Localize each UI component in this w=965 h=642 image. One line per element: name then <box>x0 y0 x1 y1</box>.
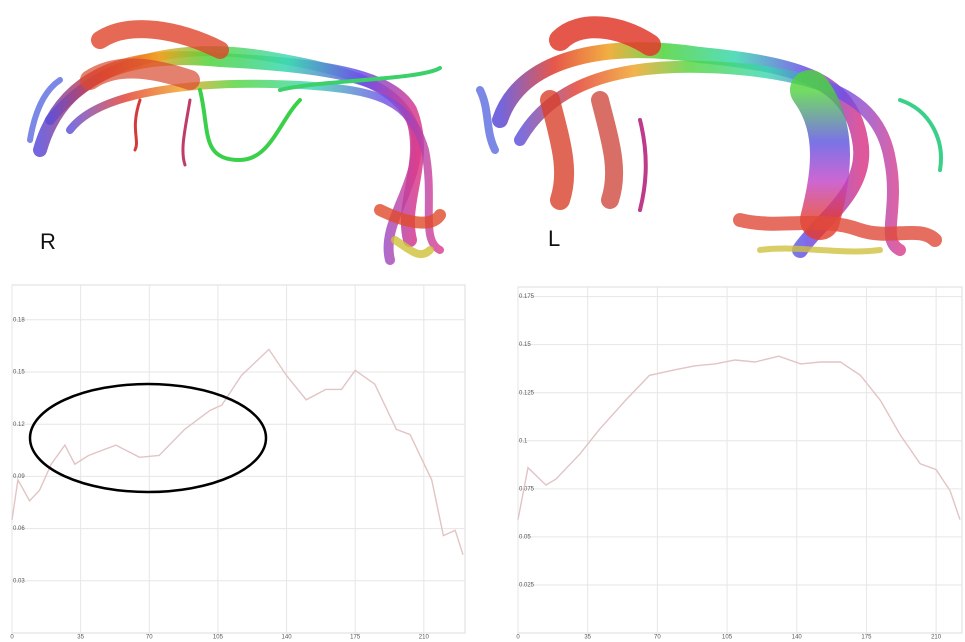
panel-label: L <box>548 226 560 251</box>
x-tick-label: 70 <box>654 635 661 641</box>
y-tick-label: 0.09 <box>13 474 25 480</box>
y-tick-label: 0.175 <box>519 294 535 300</box>
y-tick-label: 0.06 <box>13 526 25 532</box>
y-tick-label: 0.18 <box>13 317 25 323</box>
y-tick-label: 0.12 <box>13 422 25 428</box>
y-tick-label: 0.05 <box>519 534 531 540</box>
x-tick-label: 35 <box>584 635 591 641</box>
plot-area <box>517 286 963 634</box>
x-tick-label: 140 <box>282 635 293 641</box>
x-tick-label: 140 <box>792 635 803 641</box>
y-tick-label: 0.125 <box>519 390 535 396</box>
x-tick-label: 0 <box>516 635 520 641</box>
x-tick-label: 70 <box>146 635 153 641</box>
x-tick-label: 210 <box>931 635 942 641</box>
y-tick-label: 0.075 <box>519 486 535 492</box>
annotation-ellipse <box>28 382 268 494</box>
tractography-right <box>27 20 446 265</box>
x-tick-label: 105 <box>722 635 733 641</box>
x-tick-label: 175 <box>350 635 361 641</box>
x-tick-label: 175 <box>861 635 872 641</box>
x-tick-label: 35 <box>77 635 84 641</box>
x-tick-label: 0 <box>10 635 14 641</box>
x-tick-label: 210 <box>419 635 430 641</box>
data-line <box>517 355 961 520</box>
y-tick-label: 0.15 <box>519 342 531 348</box>
y-tick-label: 0.025 <box>519 583 535 589</box>
x-tick-label: 105 <box>213 635 224 641</box>
y-tick-label: 0.15 <box>13 370 25 376</box>
tractography-left <box>476 16 943 258</box>
panel-label: R <box>40 229 56 254</box>
data-line <box>11 348 464 555</box>
y-tick-label: 0.03 <box>13 578 25 584</box>
y-tick-label: 0.1 <box>519 438 528 444</box>
